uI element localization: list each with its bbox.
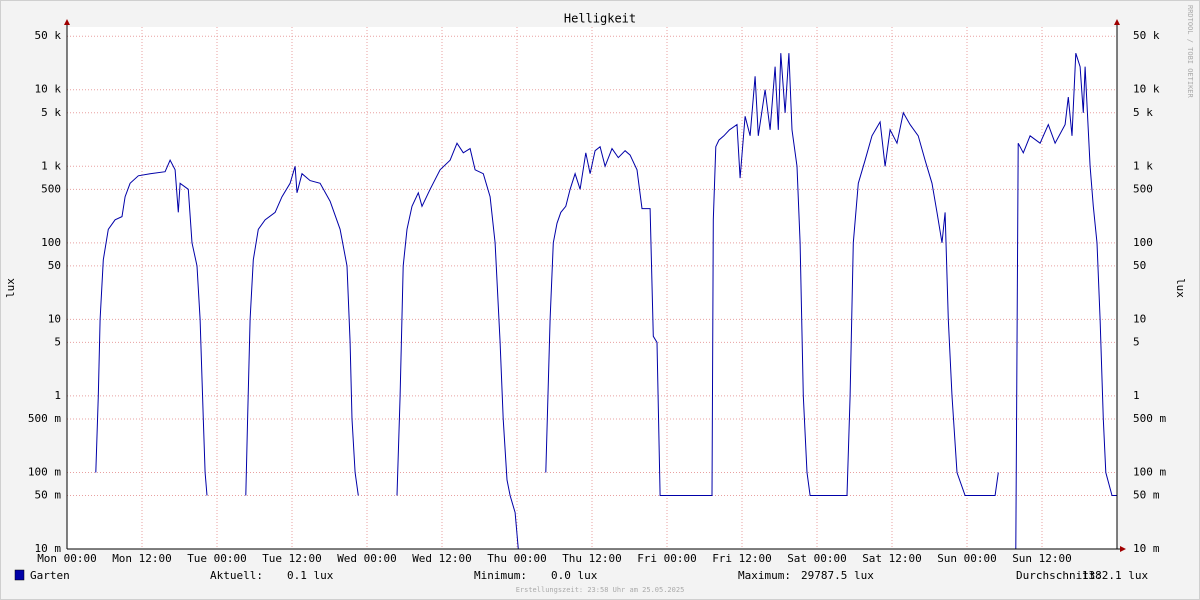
y-tick-label: 10 [48, 312, 61, 325]
legend-swatch [14, 569, 25, 581]
y-tick-label: 10 m [35, 542, 62, 555]
y-tick-label: 100 m [28, 465, 61, 478]
x-tick-label: Wed 00:00 [337, 552, 397, 565]
y-tick-label: 1 [54, 389, 61, 402]
x-tick-label: Tue 00:00 [187, 552, 247, 565]
y-tick-label-right: 10 m [1133, 542, 1160, 555]
legend-stat-label: Minimum: [474, 569, 527, 582]
grid [66, 27, 1117, 550]
chart-title: Helligkeit [564, 12, 636, 26]
y-tick-label: 50 k [35, 29, 62, 42]
x-tick-label: Sat 12:00 [862, 552, 922, 565]
y-tick-label-right: 500 [1133, 182, 1153, 195]
y-tick-label: 5 [54, 335, 61, 348]
y-tick-label: 50 m [35, 488, 62, 501]
y-tick-label-right: 50 [1133, 259, 1146, 272]
y-tick-label: 50 [48, 259, 61, 272]
x-tick-label: Wed 12:00 [412, 552, 472, 565]
y-tick-label: 100 [41, 236, 61, 249]
legend-stat-label: Aktuell: [210, 569, 263, 582]
y-tick-label-right: 100 m [1133, 465, 1166, 478]
legend-stat-value: 29787.5 lux [801, 569, 874, 582]
y-tick-label-right: 10 [1133, 312, 1146, 325]
legend-stat-value: 0.1 lux [287, 569, 334, 582]
x-tick-label: Mon 12:00 [112, 552, 172, 565]
footer: Erstellungszeit: 23:58 Uhr am 25.05.2025 [516, 586, 685, 594]
y-tick-label-right: 100 [1133, 236, 1153, 249]
legend-stat-value: 1382.1 lux [1082, 569, 1149, 582]
y-tick-label: 1 k [41, 159, 61, 172]
x-tick-label: Fri 00:00 [637, 552, 697, 565]
axis-arrow [64, 19, 70, 25]
axis-arrow [1120, 546, 1126, 552]
watermark: RRDTOOL / TOBI OETIKER [1186, 5, 1194, 99]
x-tick-label: Thu 00:00 [487, 552, 547, 565]
y-tick-label-right: 5 [1133, 335, 1140, 348]
x-tick-label: Thu 12:00 [562, 552, 622, 565]
y-tick-label-right: 50 k [1133, 29, 1160, 42]
y-tick-label-right: 10 k [1133, 83, 1160, 96]
x-tick-label: Tue 12:00 [262, 552, 322, 565]
x-tick-label: Sun 12:00 [1012, 552, 1072, 565]
legend-stat-value: 0.0 lux [551, 569, 598, 582]
y-tick-label: 10 k [35, 83, 62, 96]
y-axis-label: lux [4, 278, 17, 298]
y-axis-label-right: lux [1174, 278, 1187, 298]
legend-label: Garten [30, 569, 70, 582]
x-tick-label: Sat 00:00 [787, 552, 847, 565]
y-tick-label: 500 m [28, 412, 61, 425]
axis-arrow [1114, 19, 1120, 25]
x-tick-label: Sun 00:00 [937, 552, 997, 565]
y-tick-label: 500 [41, 182, 61, 195]
x-tick-label: Mon 00:00 [37, 552, 97, 565]
y-tick-label-right: 50 m [1133, 488, 1160, 501]
x-tick-label: Fri 12:00 [712, 552, 772, 565]
y-tick-label-right: 5 k [1133, 106, 1153, 119]
legend-stat-label: Durchschnitt: [1016, 569, 1102, 582]
y-tick-label-right: 1 [1133, 389, 1140, 402]
series-line [95, 53, 1117, 550]
legend-stat-label: Maximum: [738, 569, 791, 582]
y-tick-label-right: 1 k [1133, 159, 1153, 172]
y-tick-label: 5 k [41, 106, 61, 119]
y-tick-label-right: 500 m [1133, 412, 1166, 425]
marks [95, 53, 1117, 550]
